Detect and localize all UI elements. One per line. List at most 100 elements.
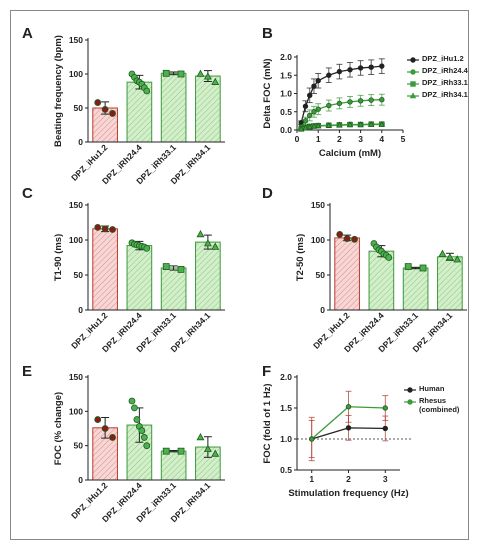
marker [177, 265, 185, 273]
marker [336, 121, 343, 128]
marker [347, 67, 353, 73]
legend-label: DPZ_iRh34.1 [422, 91, 468, 99]
marker [378, 120, 386, 127]
marker [162, 447, 170, 455]
marker [351, 235, 358, 243]
bar [126, 245, 153, 311]
legend-item: DPZ_iRh33.1 [422, 79, 468, 87]
y-tick-label: 0 [320, 305, 325, 315]
marker [379, 97, 385, 103]
y-tick-label: 2.0 [280, 52, 292, 62]
marker [315, 78, 321, 84]
marker [133, 416, 141, 423]
marker [196, 229, 205, 238]
y-tick-label: 0.5 [280, 107, 292, 117]
y-tick-label: 150 [69, 200, 83, 210]
marker [101, 105, 109, 113]
y-tick-label: 100 [69, 406, 83, 416]
marker [453, 255, 462, 263]
y-tick-label: 50 [74, 441, 84, 451]
y-tick-label: 100 [69, 69, 83, 79]
y-axis-label: FOC (fold of 1 Hz) [262, 383, 273, 463]
panel-letter: D [262, 185, 273, 202]
marker [410, 81, 416, 87]
marker [336, 230, 344, 238]
marker [326, 102, 332, 109]
y-tick-label: 50 [316, 270, 326, 280]
y-axis-label: FOC (% change) [53, 392, 64, 465]
marker [211, 242, 220, 250]
marker [131, 404, 138, 412]
marker [143, 442, 151, 450]
frame [10, 10, 469, 540]
marker [357, 98, 364, 104]
marker [385, 254, 393, 261]
bar [368, 250, 395, 311]
bar [160, 267, 187, 311]
bar [334, 237, 360, 311]
marker [326, 72, 332, 78]
bar [402, 267, 429, 311]
marker [143, 87, 151, 95]
y-tick-label: 0 [78, 475, 83, 485]
x-tick-label: 1 [309, 474, 314, 484]
marker [302, 103, 309, 109]
marker [382, 405, 388, 411]
marker [325, 122, 333, 128]
y-axis-label: Delta FOC (mN) [262, 58, 273, 128]
y-axis-label: T2-50 (ms) [295, 234, 306, 282]
marker [203, 239, 212, 247]
panel-letter: C [22, 185, 33, 202]
marker [196, 69, 205, 77]
y-tick-label: 0.5 [280, 465, 292, 475]
marker [347, 99, 353, 105]
marker [143, 244, 151, 252]
marker [94, 416, 102, 423]
marker [445, 253, 454, 261]
x-axis-label: Stimulation frequency (Hz) [288, 488, 408, 499]
marker [311, 109, 317, 115]
marker [407, 399, 413, 405]
bar [195, 75, 221, 143]
marker [368, 64, 374, 70]
marker [211, 449, 220, 457]
legend-item: DPZ_iRh24.4 [422, 67, 468, 75]
marker [140, 434, 148, 441]
marker [368, 97, 374, 103]
legend-item: Rhesus (combined) [419, 397, 459, 413]
marker [345, 425, 352, 431]
y-tick-label: 100 [69, 235, 83, 245]
legend-label: DPZ_iRh24.4 [422, 67, 468, 75]
marker [128, 397, 136, 405]
marker [109, 226, 116, 233]
marker [94, 99, 102, 106]
y-tick-label: 1.5 [280, 70, 292, 80]
marker [336, 100, 343, 107]
marker [345, 404, 352, 410]
y-tick-label: 100 [311, 235, 325, 245]
y-tick-label: 1.0 [280, 89, 292, 99]
marker [382, 425, 388, 432]
marker [109, 434, 116, 441]
panel-letter: B [262, 25, 273, 42]
x-tick-label: 2 [337, 134, 342, 144]
y-tick-label: 0.0 [280, 125, 292, 135]
marker [138, 427, 146, 434]
marker [309, 436, 315, 442]
marker [162, 263, 170, 271]
marker [419, 264, 427, 272]
marker [410, 57, 416, 63]
x-tick-label: 3 [383, 474, 388, 484]
panel-letter: E [22, 363, 32, 380]
y-tick-label: 1.0 [280, 434, 292, 444]
marker [410, 69, 416, 75]
legend-label: Human [419, 385, 445, 393]
legend-item: DPZ_iRh34.1 [422, 91, 468, 99]
bar [160, 450, 187, 481]
y-tick-label: 150 [311, 200, 325, 210]
y-tick-label: 50 [74, 103, 84, 113]
marker [203, 444, 212, 452]
legend-label: DPZ_iRh33.1 [422, 79, 468, 87]
x-tick-label: 3 [358, 134, 363, 144]
